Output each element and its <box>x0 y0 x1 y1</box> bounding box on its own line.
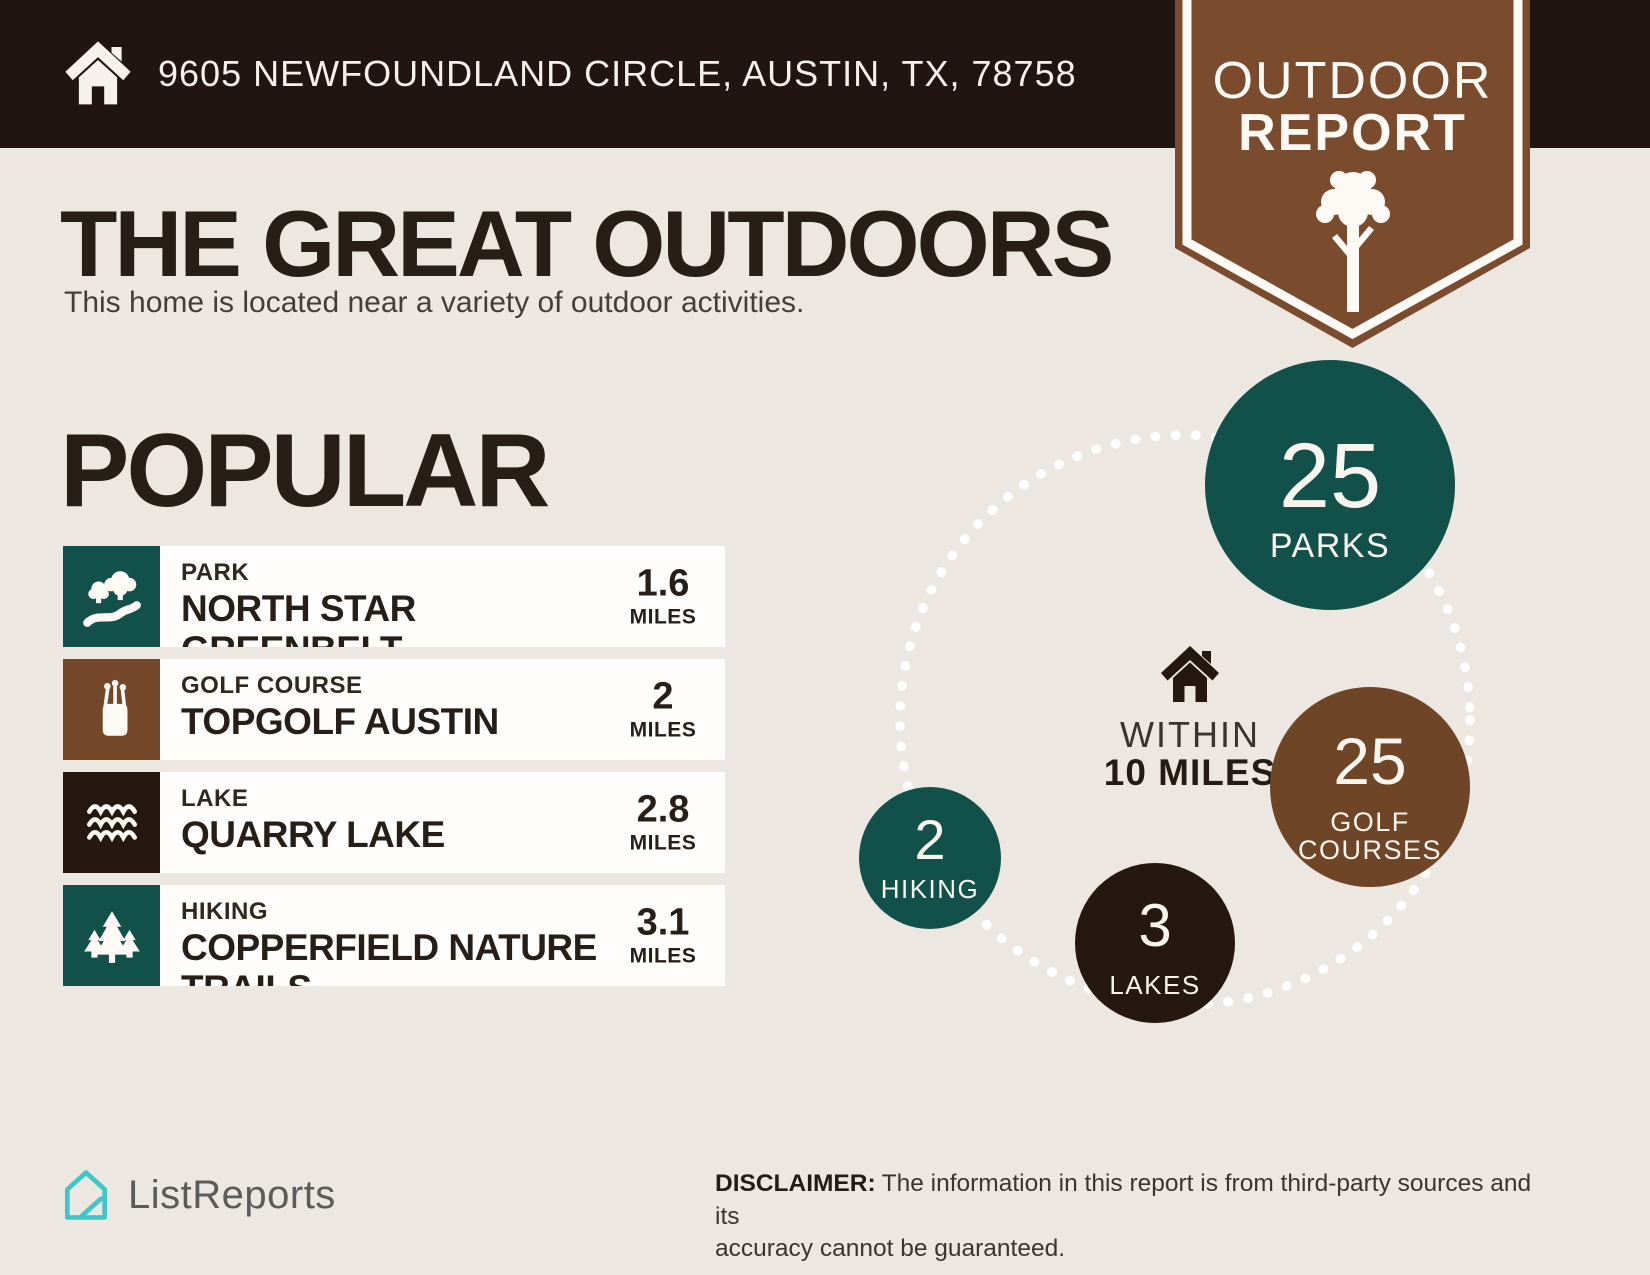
bubble-label: LAKES <box>1109 970 1200 1000</box>
popular-heading: POPULAR <box>60 413 550 529</box>
disclaimer-text-line2: accuracy cannot be guaranteed. <box>715 1235 1066 1263</box>
page-title: THE GREAT OUTDOORS <box>60 191 1114 296</box>
bubble-label: HIKING <box>881 874 980 904</box>
item-category: HIKING <box>181 898 268 925</box>
tree-icon <box>1316 171 1390 312</box>
distance-unit: MILES <box>629 605 697 628</box>
home-icon <box>65 41 131 105</box>
bubble-label-line1: GOLF <box>1330 807 1410 837</box>
golf-bag-icon <box>63 659 160 760</box>
badge-title-line2: REPORT <box>1238 104 1467 162</box>
distance-value: 1.6 <box>636 562 690 604</box>
bubble-parks: 25 PARKS <box>1205 360 1455 610</box>
item-distance: 3.1 MILES <box>609 903 717 968</box>
property-address: 9605 NEWFOUNDLAND CIRCLE, AUSTIN, TX, 78… <box>158 53 1077 94</box>
distance-value: 3.1 <box>636 901 690 943</box>
distance-unit: MILES <box>629 718 697 741</box>
bubble-golf-courses: 25 GOLF COURSES <box>1270 687 1470 887</box>
bubble-label: PARKS <box>1270 527 1390 565</box>
bubble-value: 25 <box>1279 425 1381 527</box>
bubble-hiking: 2 HIKING <box>859 787 1001 929</box>
list-item-park: PARK NORTH STAR GREENBELT 1.6 MILES <box>63 546 725 647</box>
item-category: PARK <box>181 559 250 586</box>
list-item-hiking: HIKING COPPERFIELD NATURE TRAILS 3.1 MIL… <box>63 885 725 986</box>
outdoor-report-badge: OUTDOOR REPORT <box>1175 0 1530 348</box>
brand-name: ListReports <box>128 1172 336 1217</box>
distance-unit: MILES <box>629 944 697 967</box>
bubble-value: 25 <box>1333 724 1406 798</box>
item-name: QUARRY LAKE <box>181 814 445 855</box>
item-name: TOPGOLF AUSTIN <box>181 701 499 742</box>
park-icon <box>63 546 160 647</box>
page-subtitle: This home is located near a variety of o… <box>64 286 805 319</box>
item-distance: 2 MILES <box>609 677 717 742</box>
item-distance: 2.8 MILES <box>609 790 717 855</box>
home-icon <box>1161 646 1219 702</box>
bubble-value: 3 <box>1138 892 1171 959</box>
within-10-miles-infographic: WITHIN 10 MILES 25 PARKS 25 GOLF COURSES… <box>859 360 1475 1023</box>
list-item-lake: LAKE QUARRY LAKE 2.8 MILES <box>63 772 725 873</box>
distance-unit: MILES <box>629 831 697 854</box>
disclaimer-text-line1: The information in this report is from t… <box>715 1170 1532 1230</box>
bubble-lakes: 3 LAKES <box>1075 863 1235 1023</box>
center-label-line1: WITHIN <box>1120 714 1260 755</box>
item-name: COPPERFIELD NATURE TRAILS <box>181 927 597 986</box>
listreports-house-icon <box>65 1170 107 1220</box>
item-name: NORTH STAR GREENBELT <box>181 588 416 647</box>
pine-trees-icon <box>63 885 160 986</box>
waves-icon <box>63 772 160 873</box>
bubble-value: 2 <box>914 808 945 871</box>
bubble-label-line2: COURSES <box>1298 835 1442 865</box>
distance-value: 2 <box>652 675 674 717</box>
item-distance: 1.6 MILES <box>609 564 717 629</box>
center-label-line2: 10 MILES <box>1104 752 1277 793</box>
item-category: GOLF COURSE <box>181 672 363 699</box>
disclaimer: DISCLAIMER: The information in this repor… <box>715 1168 1545 1266</box>
distance-value: 2.8 <box>636 788 690 830</box>
badge-title-line1: OUTDOOR <box>1213 52 1493 110</box>
item-category: LAKE <box>181 785 249 812</box>
list-item-golf-course: GOLF COURSE TOPGOLF AUSTIN 2 MILES <box>63 659 725 760</box>
badge-inner-border <box>1182 0 1523 340</box>
listreports-logo: ListReports <box>58 1164 336 1226</box>
disclaimer-label: DISCLAIMER: <box>715 1170 876 1197</box>
